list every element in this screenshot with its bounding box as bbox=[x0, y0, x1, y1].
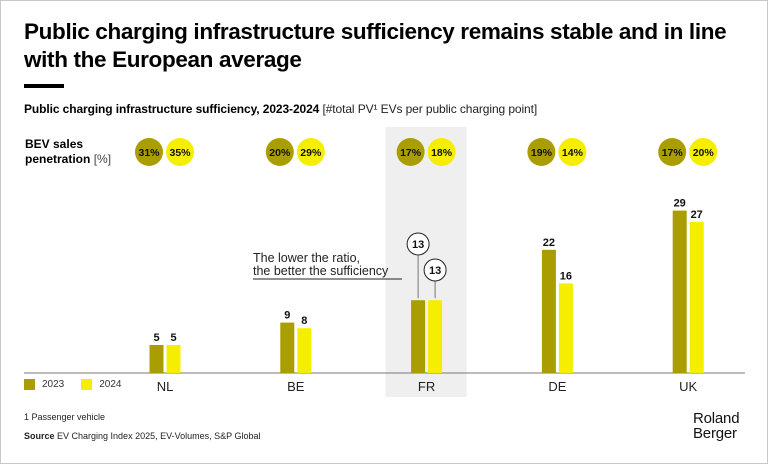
source-label: Source bbox=[24, 431, 55, 441]
bar-fr-2024 bbox=[428, 300, 443, 373]
callout-circle-fr-2023 bbox=[406, 232, 430, 256]
bev-circle-nl-2023 bbox=[135, 138, 163, 166]
annotation-line1: The lower the ratio, bbox=[253, 251, 360, 265]
bar-value-label-de-2024: 16 bbox=[560, 270, 572, 282]
callout-circle-fr-2024 bbox=[423, 258, 447, 282]
callout-value-fr-2024: 13 bbox=[429, 265, 441, 277]
bev-circle-label-de-2023: 19% bbox=[531, 147, 553, 159]
bev-circle-label-fr-2024: 18% bbox=[431, 147, 453, 159]
bar-be-2024 bbox=[297, 328, 312, 373]
page-title: Public charging infrastructure sufficien… bbox=[24, 19, 727, 72]
callout-value-fr-2023: 13 bbox=[412, 239, 424, 251]
bar-fr-2023 bbox=[411, 300, 426, 373]
bev-circle-be-2024 bbox=[296, 138, 325, 166]
bar-be-2023 bbox=[280, 322, 295, 373]
footnote: 1 Passenger vehicle bbox=[24, 412, 106, 422]
roland-berger-logo: Roland Berger bbox=[693, 410, 740, 442]
bev-circle-label-nl-2024: 35% bbox=[169, 147, 191, 159]
bev-circle-fr-2024 bbox=[427, 138, 456, 166]
bar-uk-2023 bbox=[672, 210, 687, 373]
bev-label-line2: penetration bbox=[25, 152, 91, 166]
chart-legend: 2023 2024 bbox=[24, 379, 139, 390]
bev-circle-de-2024 bbox=[558, 138, 587, 166]
bev-label-unit: [%] bbox=[93, 152, 112, 166]
bar-value-label-uk-2023: 29 bbox=[674, 198, 686, 210]
annotation-line2: the better the sufficiency bbox=[253, 264, 389, 278]
chart-subtitle-unit: [#total PV¹ EVs per public charging poin… bbox=[322, 102, 538, 116]
bev-penetration-label: BEV sales penetration [%] bbox=[25, 137, 111, 167]
x-tick-label-fr: FR bbox=[418, 379, 435, 394]
bar-value-label-nl-2023: 5 bbox=[153, 332, 159, 344]
bev-circle-label-nl-2023: 31% bbox=[138, 147, 160, 159]
bar-value-label-be-2023: 9 bbox=[284, 310, 290, 322]
bar-de-2023 bbox=[541, 249, 556, 373]
source-text: EV Charging Index 2025, EV-Volumes, S&P … bbox=[54, 431, 261, 441]
bar-value-label-be-2024: 8 bbox=[301, 315, 307, 327]
bev-circle-de-2023 bbox=[527, 138, 556, 166]
logo-line1: Roland bbox=[693, 410, 740, 427]
bev-circle-label-be-2023: 20% bbox=[269, 147, 291, 159]
bar-value-label-nl-2024: 5 bbox=[170, 332, 176, 344]
x-tick-label-uk: UK bbox=[679, 379, 697, 394]
bev-circle-label-be-2024: 29% bbox=[300, 147, 322, 159]
legend-item-2024: 2024 bbox=[81, 379, 122, 390]
bar-nl-2023 bbox=[149, 345, 164, 373]
chart-subtitle-main: Public charging infrastructure sufficien… bbox=[24, 102, 320, 116]
bev-circle-label-de-2024: 14% bbox=[562, 147, 584, 159]
legend-swatch-2024 bbox=[81, 379, 93, 390]
bev-circle-fr-2023 bbox=[396, 138, 425, 166]
bev-circle-label-uk-2023: 17% bbox=[662, 147, 684, 159]
bev-circle-nl-2024 bbox=[166, 138, 194, 166]
bev-circle-label-uk-2024: 20% bbox=[693, 147, 715, 159]
source-note: Source EV Charging Index 2025, EV-Volume… bbox=[24, 431, 260, 441]
bar-uk-2024 bbox=[689, 221, 704, 373]
bar-value-label-de-2023: 22 bbox=[543, 237, 555, 249]
highlight-band-fr bbox=[385, 127, 467, 397]
legend-label-2024: 2024 bbox=[99, 379, 122, 390]
x-tick-label-de: DE bbox=[548, 379, 566, 394]
bar-value-label-uk-2024: 27 bbox=[691, 209, 703, 221]
bev-label-line1: BEV sales bbox=[25, 137, 84, 151]
x-tick-label-nl: NL bbox=[157, 379, 174, 394]
bev-circle-uk-2024 bbox=[689, 138, 718, 166]
legend-item-2023: 2023 bbox=[24, 379, 64, 390]
bar-nl-2024 bbox=[166, 345, 181, 373]
chart-subtitle: Public charging infrastructure sufficien… bbox=[24, 102, 537, 116]
logo-line2: Berger bbox=[693, 425, 737, 442]
bev-circle-label-fr-2023: 17% bbox=[400, 147, 422, 159]
bev-circle-uk-2023 bbox=[658, 138, 687, 166]
legend-label-2023: 2023 bbox=[42, 379, 65, 390]
bev-circle-be-2023 bbox=[265, 138, 294, 166]
title-accent-bar bbox=[24, 84, 64, 88]
legend-swatch-2023 bbox=[24, 379, 35, 390]
bar-de-2024 bbox=[558, 283, 573, 373]
x-tick-label-be: BE bbox=[287, 379, 305, 394]
